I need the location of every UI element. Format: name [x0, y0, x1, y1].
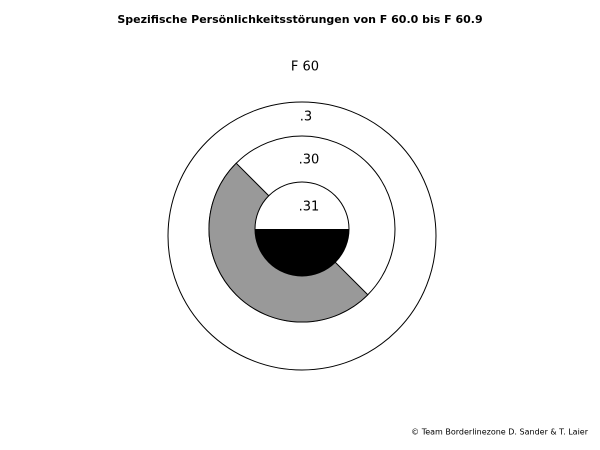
footer: © Team Borderlinezone D. Sander & T. Lai… — [411, 428, 589, 437]
inner-label: .31 — [299, 200, 320, 215]
black-half — [255, 229, 349, 276]
title: Spezifische Persönlichkeitsstörungen von… — [117, 13, 482, 26]
outer-label: F 60 — [291, 60, 319, 75]
ring-label: .3 — [300, 110, 312, 125]
middle-label: .30 — [299, 153, 320, 168]
